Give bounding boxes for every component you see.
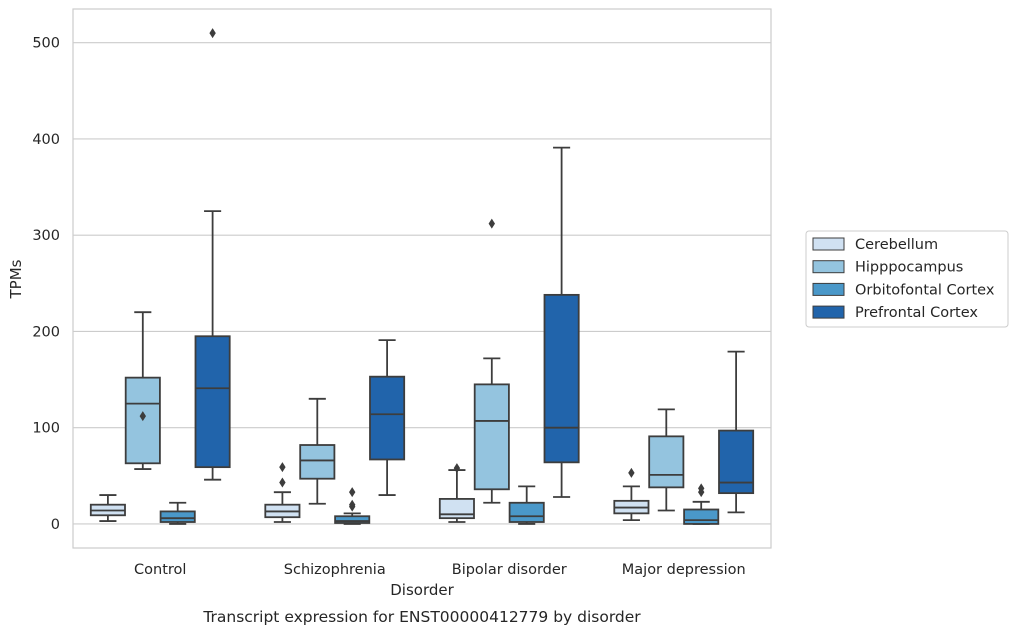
outlier-marker [209,28,216,39]
box-iqr [683,508,720,525]
box-iqr [159,510,196,523]
outlier-marker [453,463,461,474]
box-group [683,483,720,525]
legend: Cerebellum Hipppocampus Orbitofontal Corte… [805,230,1009,328]
y-tick-label: 100 [32,421,60,437]
box-iqr [648,435,685,489]
box-group [438,463,475,523]
box-iqr [718,429,755,495]
outlier-marker [349,499,356,510]
box-group [264,462,301,523]
legend-item: Cerebellum [812,237,938,253]
legend-label: Prefrontal Cortex [855,305,978,321]
legend-swatch [812,237,845,251]
box-iqr [369,375,406,461]
legend-item: Hipppocampus [812,260,963,276]
outlier-marker [488,218,495,229]
outlier-marker [698,483,705,494]
box-group [124,311,161,470]
box-group [613,467,650,521]
box-group [334,487,371,525]
legend-label: Hipppocampus [855,260,963,276]
box-group [543,146,580,498]
box-group [159,501,196,525]
outlier-marker [279,462,286,473]
box-iqr [334,515,371,524]
y-tick-label: 0 [51,517,60,533]
gridlines [73,42,771,525]
y-tick-label: 300 [32,228,60,244]
box-iqr [299,444,336,480]
y-axis-label: TPMs [7,259,25,299]
legend-frame [805,230,1009,328]
legend-label: Cerebellum [855,237,938,253]
y-tick-label: 200 [32,324,60,340]
y-tick-label: 500 [32,36,60,52]
legend-item: Orbitofontal Cortex [812,282,995,298]
boxes [89,28,755,525]
x-tick-label: Schizophrenia [284,562,386,578]
box-iqr [194,335,231,469]
box-group [648,408,685,512]
outlier-marker [139,411,146,422]
chart-caption: Transcript expression for ENST0000041277… [202,608,641,626]
legend-swatch [812,282,845,296]
box-group [299,397,336,505]
x-tick-label: Bipolar disorder [452,562,567,578]
x-axis-label: Disorder [390,581,454,599]
box-group [369,339,406,496]
outlier-marker [279,477,286,488]
legend-swatch [812,260,845,274]
box-group [718,350,755,514]
y-tick-labels: 0 100 200 300 400 500 [32,36,60,533]
box-iqr [438,498,475,520]
x-tick-label: Control [134,562,186,578]
outlier-marker [349,487,356,498]
legend-item: Prefrontal Cortex [812,305,978,321]
box-group [89,494,126,522]
box-group [194,28,231,481]
legend-label: Orbitofontal Cortex [855,282,995,298]
outlier-marker [628,467,635,478]
box-iqr [543,293,580,464]
box-group [508,485,545,525]
box-iqr [508,501,545,523]
x-tick-label: Major depression [622,562,746,578]
box-group [473,218,510,504]
legend-swatch [812,305,845,319]
x-tick-labels: Control Schizophrenia Bipolar disorder Majo… [134,562,746,578]
box-iqr [473,383,510,491]
y-tick-label: 400 [32,132,60,148]
